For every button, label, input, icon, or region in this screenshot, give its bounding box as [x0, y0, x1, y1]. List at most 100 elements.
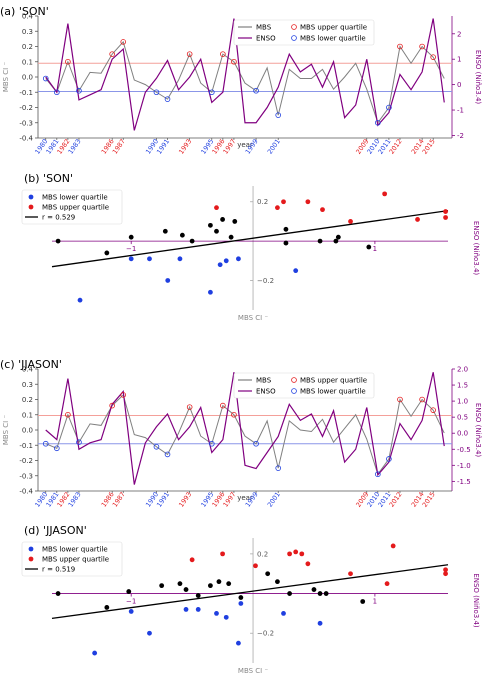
scatter-point-neutral — [287, 591, 292, 596]
quartile-marker — [430, 407, 436, 413]
quartile-marker — [397, 396, 403, 403]
y2-tick-label: 2.0 — [457, 366, 468, 374]
legend-box — [21, 189, 123, 225]
y2-tick-label: -0.5 — [457, 446, 471, 454]
scatter-point-lower-quartile — [195, 607, 201, 612]
quartile-marker — [76, 87, 82, 94]
quartile-marker — [419, 396, 425, 403]
y-tick-label: 0.0 — [22, 74, 33, 82]
scatter-point-lower-quartile — [183, 607, 189, 612]
quartile-marker — [186, 404, 193, 410]
y-tick-label: 0.1 — [22, 58, 33, 66]
scatter-point-neutral — [208, 222, 213, 228]
scatter-point-lower-quartile — [223, 614, 229, 620]
y-tick-label: 0.2 — [257, 198, 268, 206]
scatter-point-neutral — [183, 587, 189, 592]
scatter-point-lower-quartile — [214, 610, 219, 616]
scatter-point-lower-quartile — [238, 601, 244, 606]
scatter-point-upper-quartile — [189, 557, 195, 563]
legend-upper-swatch — [28, 204, 34, 210]
scatter-point-lower-quartile — [165, 278, 171, 283]
scatter-point-lower-quartile — [223, 258, 229, 264]
legend-lower-label: MBS lower quartile — [300, 388, 366, 396]
scatter-point-lower-quartile — [236, 256, 241, 262]
quartile-marker — [253, 440, 259, 447]
quartile-marker — [153, 443, 160, 450]
scatter-point-neutral — [275, 579, 280, 585]
panel-title: (c) 'JJASON' — [0, 358, 62, 371]
legend-lower-swatch — [291, 388, 297, 394]
scatter-point-neutral — [232, 219, 238, 224]
scatter-point-neutral — [335, 234, 341, 240]
quartile-marker — [386, 104, 392, 111]
quartile-marker — [375, 119, 381, 126]
y-tick-label: −0.2 — [257, 630, 274, 638]
legend-fit-label: r = 0.529 — [42, 214, 75, 222]
scatter-point-upper-quartile — [220, 551, 225, 557]
scatter-point-upper-quartile — [287, 551, 292, 557]
x-tick-label-year: 2015 — [421, 491, 437, 509]
y2-tick-label: 0 — [457, 81, 461, 89]
legend-upper-label: MBS upper quartile — [300, 377, 367, 385]
quartile-marker — [220, 402, 226, 409]
quartile-marker — [76, 439, 82, 446]
panel-d-scatter-chart: (d) 'JJASON' −1 1 0.2 −0.2 MBS CI ⁻ ENSO (Niño… — [21, 524, 480, 675]
quartile-marker — [419, 43, 425, 50]
scatter-point-neutral — [220, 217, 225, 222]
y-axis-label: ENSO (Niño3.4) — [472, 573, 480, 628]
quartile-marker — [275, 465, 282, 471]
scatter-point-upper-quartile — [305, 561, 311, 567]
x-tick-label-year: 1987 — [111, 138, 127, 156]
scatter-point-lower-quartile — [293, 268, 299, 274]
scatter-point-lower-quartile — [128, 609, 134, 614]
x-axis-label: year — [237, 141, 253, 149]
x-tick-label-year: 1993 — [177, 491, 193, 509]
y-tick-label: -0.4 — [19, 135, 33, 143]
y2-tick-label: 1.0 — [457, 398, 468, 406]
legend-enso-label: ENSO — [256, 388, 276, 396]
y-tick-label: -0.1 — [19, 89, 33, 97]
quartile-marker — [120, 392, 127, 398]
scatter-point-neutral — [283, 240, 289, 246]
scatter-point-lower-quartile — [147, 256, 152, 262]
quartile-marker — [430, 54, 436, 60]
scatter-point-neutral — [179, 232, 185, 238]
scatter-point-neutral — [162, 228, 168, 234]
scatter-point-neutral — [317, 238, 323, 244]
scatter-point-upper-quartile — [443, 567, 448, 573]
scatter-point-neutral — [323, 591, 329, 596]
scatter-point-lower-quartile — [317, 620, 323, 626]
y-tick-label: -0.4 — [19, 488, 33, 496]
y-tick-label: -0.3 — [19, 472, 33, 480]
scatter-point-neutral — [126, 589, 132, 594]
legend-box — [233, 372, 375, 399]
legend-fit-label: r = 0.519 — [42, 566, 75, 574]
quartile-marker — [220, 51, 226, 57]
quartile-marker — [109, 402, 115, 409]
scatter-point-upper-quartile — [275, 205, 280, 211]
y2-tick-label: -1.5 — [457, 478, 471, 486]
mbs-series-line — [45, 40, 445, 124]
panel-b-scatter-chart: (b) 'SON' −1 1 0.2 −0.2 MBS CI ⁻ ENSO (Niño3.4… — [21, 172, 480, 322]
scatter-point-neutral — [265, 571, 271, 577]
scatter-point-neutral — [177, 581, 183, 587]
x-tick-label-year: 1997 — [222, 138, 238, 156]
y-tick-label: 0.3 — [22, 28, 33, 36]
legend-upper-swatch — [291, 24, 297, 30]
x-axis-label: MBS CI ⁻ — [238, 667, 269, 675]
quartile-marker — [153, 89, 160, 96]
x-tick-label-year: 2015 — [421, 138, 437, 156]
y2-tick-label: 1.5 — [457, 382, 468, 390]
scatter-point-lower-quartile — [281, 610, 286, 616]
scatter-point-neutral — [55, 591, 61, 596]
y-tick-label: 0.2 — [22, 396, 33, 404]
scatter-point-neutral — [311, 587, 317, 592]
scatter-point-lower-quartile — [147, 630, 152, 636]
scatter-point-lower-quartile — [208, 289, 213, 295]
scatter-point-upper-quartile — [443, 215, 448, 220]
scatter-point-upper-quartile — [384, 581, 390, 587]
legend-upper-swatch — [291, 377, 297, 383]
enso-series-line — [45, 372, 445, 485]
x-tick-label-year: 1991 — [155, 491, 171, 509]
y2-tick-label: 0.0 — [457, 430, 468, 438]
